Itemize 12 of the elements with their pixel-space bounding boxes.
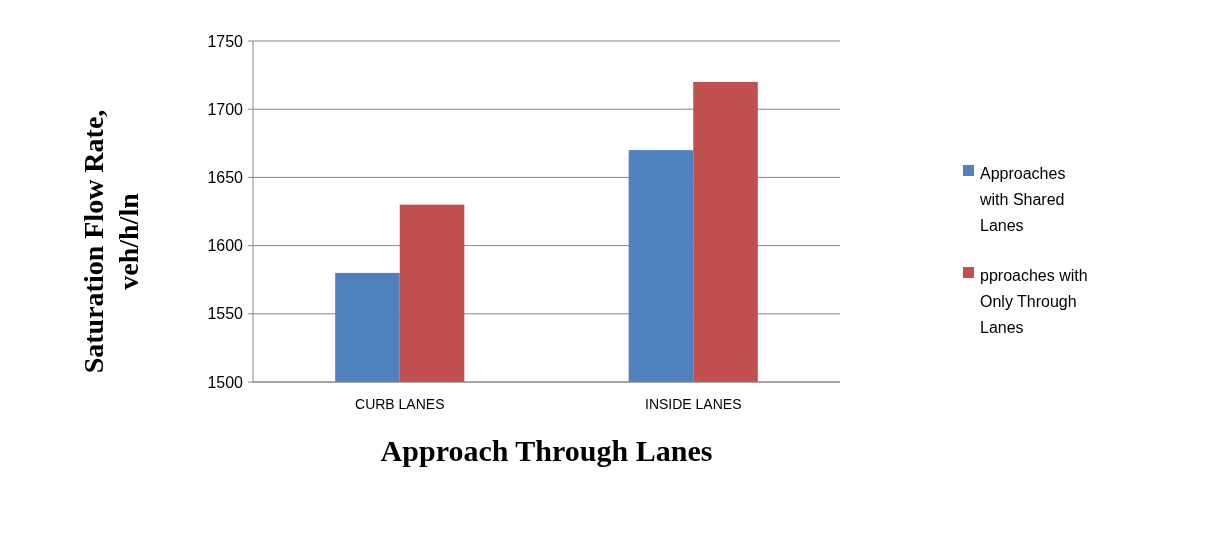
x-tick-label: CURB LANES (355, 396, 445, 412)
x-axis-title: Approach Through Lanes (380, 434, 713, 467)
y-tick-label: 1600 (207, 237, 244, 255)
y-tick-label: 1750 (207, 32, 244, 50)
y-tick-label: 1650 (207, 169, 244, 186)
y-axis-title: Saturation Flow Rate, veh/h/ln (78, 109, 144, 374)
y-tick-label: 1500 (207, 373, 244, 391)
legend-label: pproaches with Only Through Lanes (980, 266, 1088, 336)
y-tick-label: 1700 (207, 100, 244, 118)
x-tick-label: INSIDE LANES (645, 396, 742, 412)
y-tick-label: 1550 (207, 305, 244, 323)
legend-label: Approaches with Shared Lanes (979, 164, 1066, 234)
